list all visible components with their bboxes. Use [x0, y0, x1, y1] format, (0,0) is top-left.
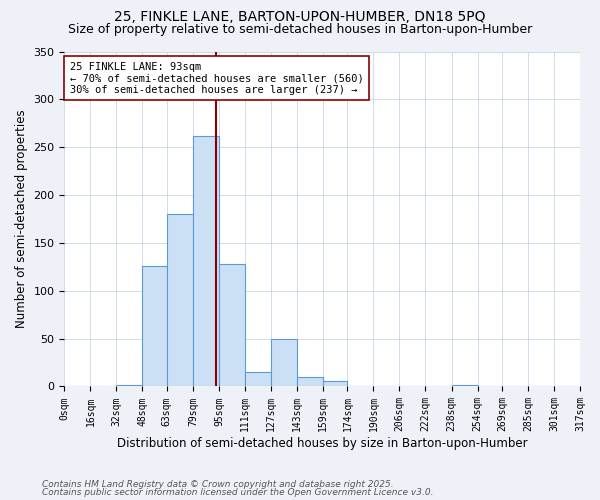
- Text: Contains HM Land Registry data © Crown copyright and database right 2025.: Contains HM Land Registry data © Crown c…: [42, 480, 394, 489]
- Bar: [116, 384, 142, 386]
- Bar: [142, 266, 167, 386]
- Bar: [452, 384, 478, 386]
- Text: Contains public sector information licensed under the Open Government Licence v3: Contains public sector information licen…: [42, 488, 433, 497]
- Bar: [167, 214, 193, 386]
- Bar: [297, 377, 323, 386]
- Bar: [271, 338, 297, 386]
- Text: 25, FINKLE LANE, BARTON-UPON-HUMBER, DN18 5PQ: 25, FINKLE LANE, BARTON-UPON-HUMBER, DN1…: [114, 10, 486, 24]
- Bar: [323, 380, 347, 386]
- Bar: [245, 372, 271, 386]
- Text: Size of property relative to semi-detached houses in Barton-upon-Humber: Size of property relative to semi-detach…: [68, 22, 532, 36]
- Y-axis label: Number of semi-detached properties: Number of semi-detached properties: [15, 110, 28, 328]
- Bar: [193, 136, 219, 386]
- X-axis label: Distribution of semi-detached houses by size in Barton-upon-Humber: Distribution of semi-detached houses by …: [117, 437, 527, 450]
- Text: 25 FINKLE LANE: 93sqm
← 70% of semi-detached houses are smaller (560)
30% of sem: 25 FINKLE LANE: 93sqm ← 70% of semi-deta…: [70, 62, 364, 94]
- Bar: [219, 264, 245, 386]
